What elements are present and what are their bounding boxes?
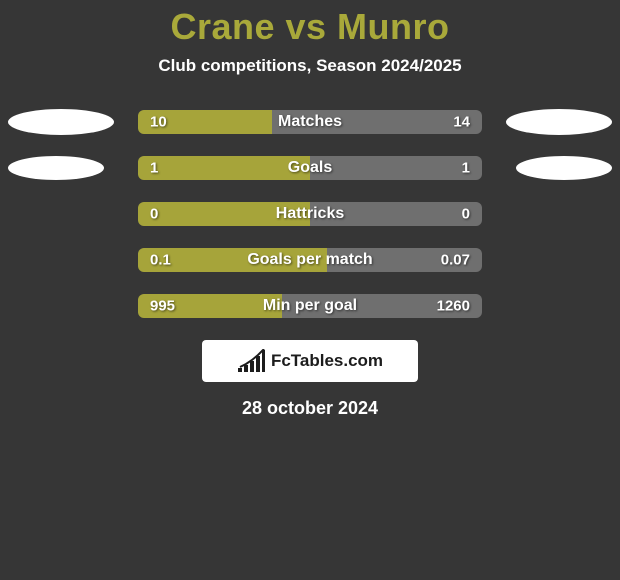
stat-row: 0.1 0.07 Goals per match: [0, 248, 620, 272]
player-marker-left: [8, 156, 104, 180]
stat-label: Goals: [288, 159, 332, 177]
stat-value-left: 1: [150, 160, 158, 177]
stat-bar: 1 1 Goals: [138, 156, 482, 180]
brand-box: FcTables.com: [202, 340, 418, 382]
stat-bar: 995 1260 Min per goal: [138, 294, 482, 318]
stat-value-left: 995: [150, 298, 175, 315]
stat-row: 1 1 Goals: [0, 156, 620, 180]
stat-label: Goals per match: [247, 251, 372, 269]
player-marker-right: [516, 156, 612, 180]
stat-row: 10 14 Matches: [0, 110, 620, 134]
stat-bar-left-seg: [138, 156, 310, 180]
player-marker-left: [8, 109, 114, 135]
stat-label: Matches: [278, 113, 342, 131]
stat-label: Min per goal: [263, 297, 357, 315]
stat-bar: 10 14 Matches: [138, 110, 482, 134]
player-marker-right: [506, 109, 612, 135]
stat-value-left: 10: [150, 114, 167, 131]
page-title: Crane vs Munro: [0, 0, 620, 48]
stat-bar: 0.1 0.07 Goals per match: [138, 248, 482, 272]
stat-row: 0 0 Hattricks: [0, 202, 620, 226]
comparison-card: Crane vs Munro Club competitions, Season…: [0, 0, 620, 580]
stat-bar-right-seg: [310, 156, 482, 180]
stat-label: Hattricks: [276, 205, 344, 223]
date-text: 28 october 2024: [0, 398, 620, 419]
stat-value-right: 1: [462, 160, 470, 177]
brand-text: FcTables.com: [271, 351, 383, 371]
stat-value-left: 0.1: [150, 252, 171, 269]
stat-bar: 0 0 Hattricks: [138, 202, 482, 226]
stat-value-left: 0: [150, 206, 158, 223]
stat-rows: 10 14 Matches 1 1 Goals 0 0 Hattricks 0.1 0.07 Goal…: [0, 110, 620, 318]
subtitle: Club competitions, Season 2024/2025: [0, 56, 620, 76]
stat-value-right: 0.07: [441, 252, 470, 269]
stat-value-right: 0: [462, 206, 470, 223]
brand-inner: FcTables.com: [237, 349, 383, 373]
brand-bars-icon: [237, 349, 265, 373]
stat-value-right: 14: [453, 114, 470, 131]
stat-row: 995 1260 Min per goal: [0, 294, 620, 318]
stat-value-right: 1260: [437, 298, 470, 315]
